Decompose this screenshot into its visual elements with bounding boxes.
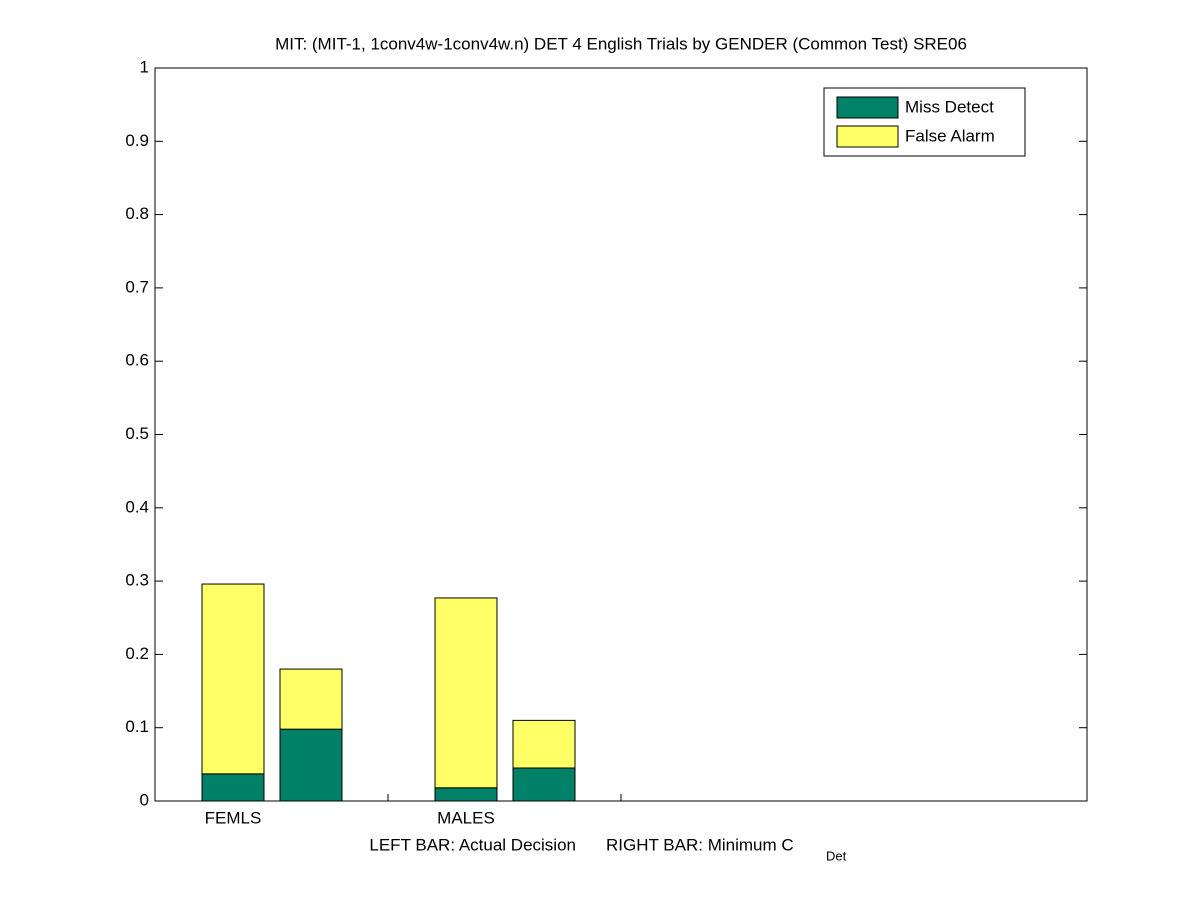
bar-segment — [279, 668, 343, 730]
x-tick-label: FEMLS — [205, 808, 262, 827]
bar-segment — [279, 728, 343, 802]
bar-segment — [201, 773, 265, 802]
y-tick-label: 1 — [140, 57, 149, 76]
y-tick-label: 0.6 — [125, 351, 149, 370]
x-axis-label: LEFT BAR: Actual Decision — [369, 835, 576, 854]
y-tick-label: 0.8 — [125, 204, 149, 223]
bar-segment — [512, 767, 576, 802]
x-axis-label: RIGHT BAR: Minimum C — [606, 835, 794, 854]
bar-segment — [201, 583, 265, 775]
bar-segment — [434, 597, 498, 789]
y-tick-label: 0.2 — [125, 644, 149, 663]
y-tick-label: 0.3 — [125, 571, 149, 590]
y-tick-label: 0.7 — [125, 277, 149, 296]
y-tick-label: 0.4 — [125, 497, 149, 516]
x-tick-label: MALES — [437, 808, 495, 827]
legend-label: False Alarm — [905, 126, 995, 145]
legend-label: Miss Detect — [905, 97, 994, 116]
y-tick-label: 0.5 — [125, 424, 149, 443]
chart-title: MIT: (MIT-1, 1conv4w-1conv4w.n) DET 4 En… — [275, 34, 967, 53]
y-tick-label: 0 — [140, 790, 149, 809]
legend-swatch — [836, 125, 899, 148]
x-axis-label-subscript: Det — [826, 848, 847, 863]
y-tick-label: 0.9 — [125, 131, 149, 150]
legend-swatch — [836, 96, 899, 119]
bar-segment — [512, 719, 576, 769]
bar-segment — [434, 787, 498, 802]
y-tick-label: 0.1 — [125, 717, 149, 736]
